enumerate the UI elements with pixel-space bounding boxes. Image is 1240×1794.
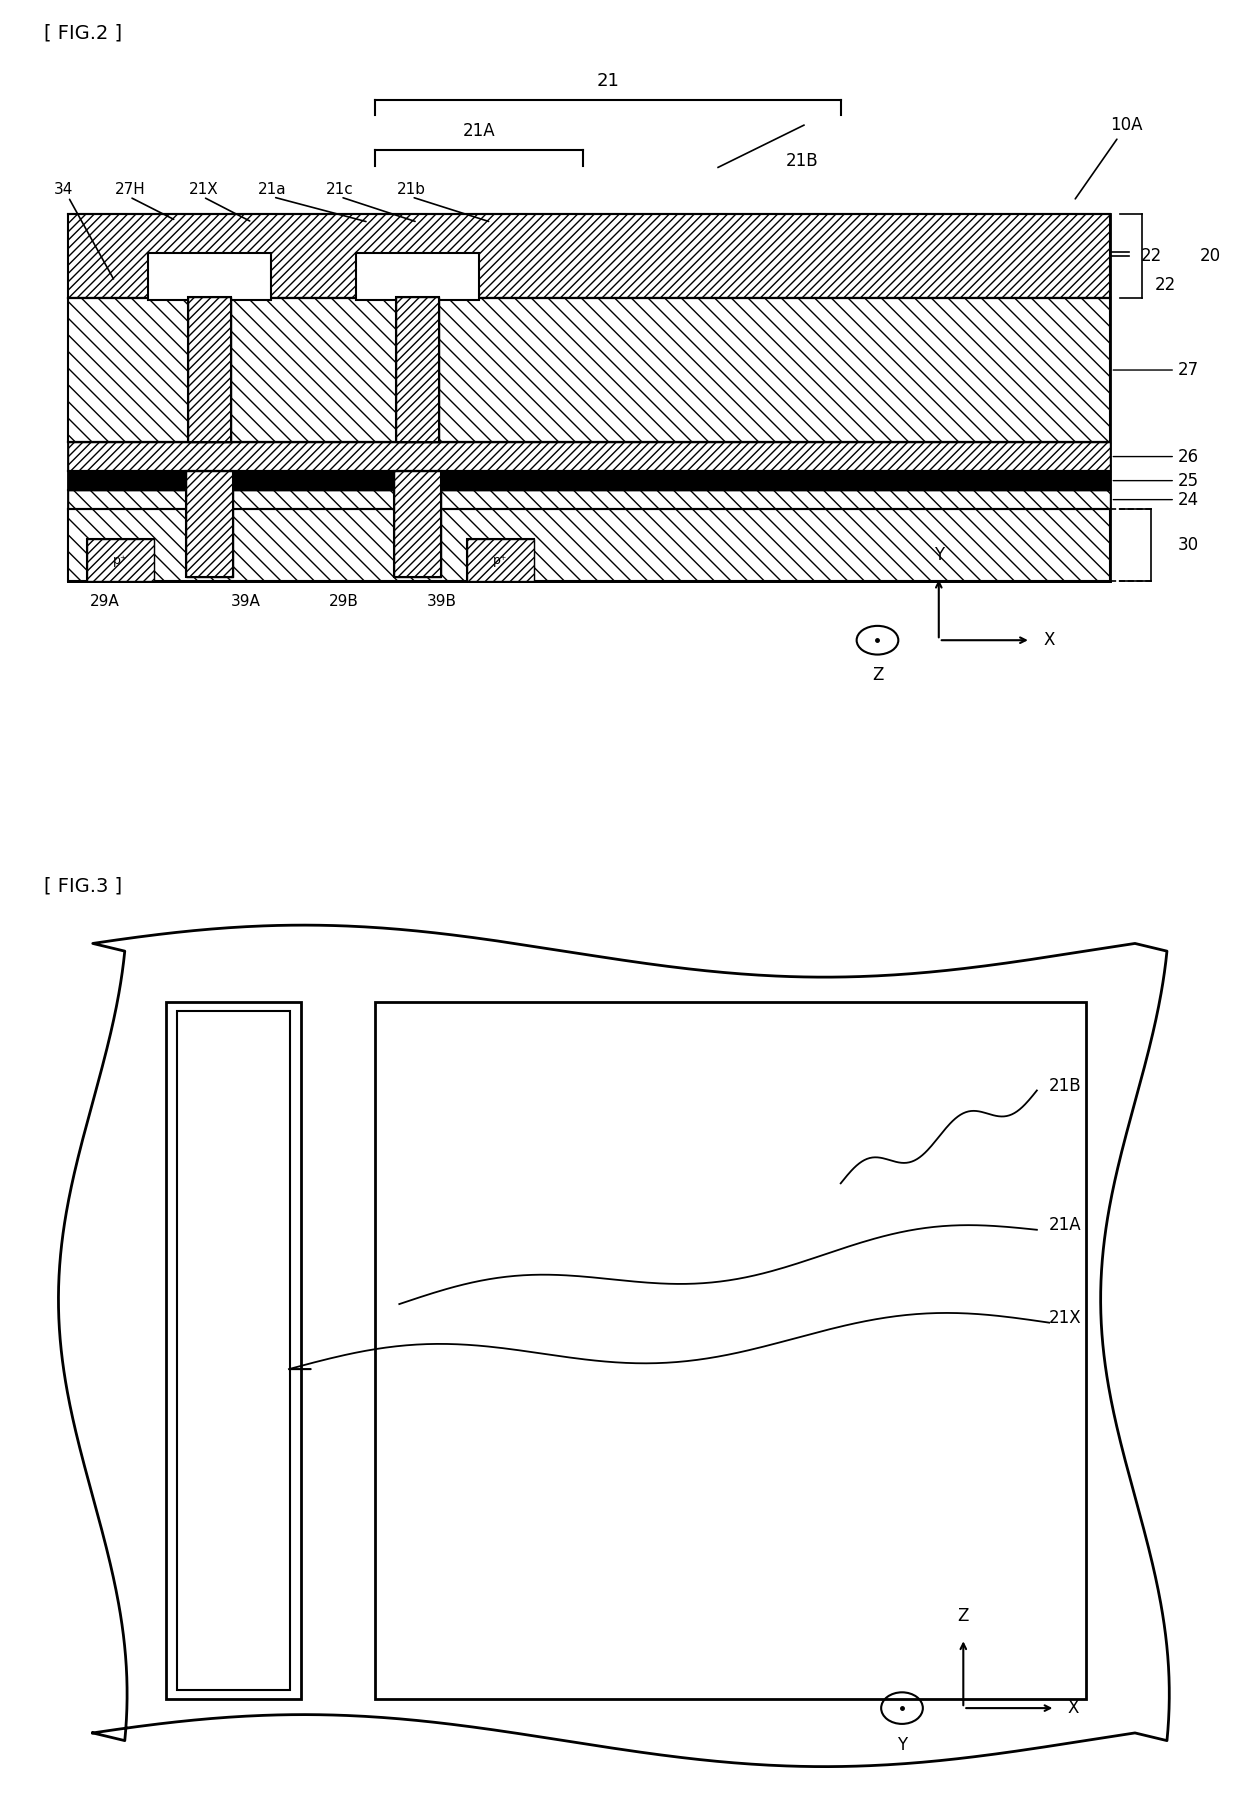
Bar — [68, 472, 1111, 490]
Bar — [68, 490, 1111, 509]
Polygon shape — [58, 926, 1169, 1767]
Bar — [68, 509, 1111, 581]
Text: 21b: 21b — [397, 181, 425, 197]
Text: 21: 21 — [596, 72, 619, 90]
Bar — [466, 538, 534, 581]
Text: 30: 30 — [1178, 536, 1199, 554]
Text: 20: 20 — [1200, 248, 1221, 266]
Text: [ FIG.3 ]: [ FIG.3 ] — [43, 877, 122, 895]
Text: 10A: 10A — [1075, 117, 1143, 199]
Text: 25: 25 — [1114, 472, 1199, 490]
Text: 22: 22 — [1141, 248, 1162, 266]
Text: 39A: 39A — [231, 594, 260, 608]
Bar — [187, 296, 231, 441]
Bar — [356, 253, 479, 300]
Text: Y: Y — [897, 1737, 908, 1755]
Text: X: X — [1043, 631, 1054, 649]
Text: 21B: 21B — [785, 152, 818, 170]
Text: 21A: 21A — [463, 122, 495, 140]
Bar — [166, 1003, 301, 1699]
Bar — [394, 472, 441, 578]
Bar — [148, 253, 270, 300]
Text: Y: Y — [934, 545, 944, 565]
Bar — [394, 472, 441, 578]
Text: 34: 34 — [53, 181, 73, 197]
Bar — [68, 213, 1111, 298]
Text: 22: 22 — [1154, 276, 1176, 294]
Text: 29B: 29B — [329, 594, 360, 608]
Text: 21X: 21X — [1049, 1310, 1081, 1328]
Text: 21A: 21A — [1049, 1216, 1081, 1234]
Bar — [397, 296, 439, 441]
Text: X: X — [1068, 1699, 1079, 1717]
Text: 27: 27 — [1114, 361, 1199, 379]
Bar — [87, 538, 154, 581]
Text: p⁺: p⁺ — [494, 554, 507, 567]
Bar — [68, 213, 1111, 581]
Text: 21B: 21B — [1049, 1076, 1081, 1094]
Text: [ FIG.2 ]: [ FIG.2 ] — [43, 23, 122, 43]
Text: 21X: 21X — [188, 181, 218, 197]
Bar — [68, 298, 1111, 441]
Bar — [397, 296, 439, 441]
Bar — [187, 296, 231, 441]
Bar — [177, 1010, 290, 1690]
Bar — [87, 538, 154, 581]
Text: 39B: 39B — [428, 594, 458, 608]
Bar — [466, 538, 534, 581]
Bar — [374, 1003, 1086, 1699]
Text: p⁺: p⁺ — [113, 554, 128, 567]
Text: 21c: 21c — [326, 181, 353, 197]
Bar — [186, 472, 233, 578]
Text: 29A: 29A — [91, 594, 120, 608]
Text: 21a: 21a — [258, 181, 286, 197]
Text: 24: 24 — [1114, 490, 1199, 509]
Bar — [68, 441, 1111, 472]
Bar — [186, 472, 233, 578]
Text: 27H: 27H — [115, 181, 145, 197]
Text: 26: 26 — [1114, 447, 1199, 466]
Text: Z: Z — [957, 1606, 968, 1625]
Text: Z: Z — [872, 666, 883, 684]
